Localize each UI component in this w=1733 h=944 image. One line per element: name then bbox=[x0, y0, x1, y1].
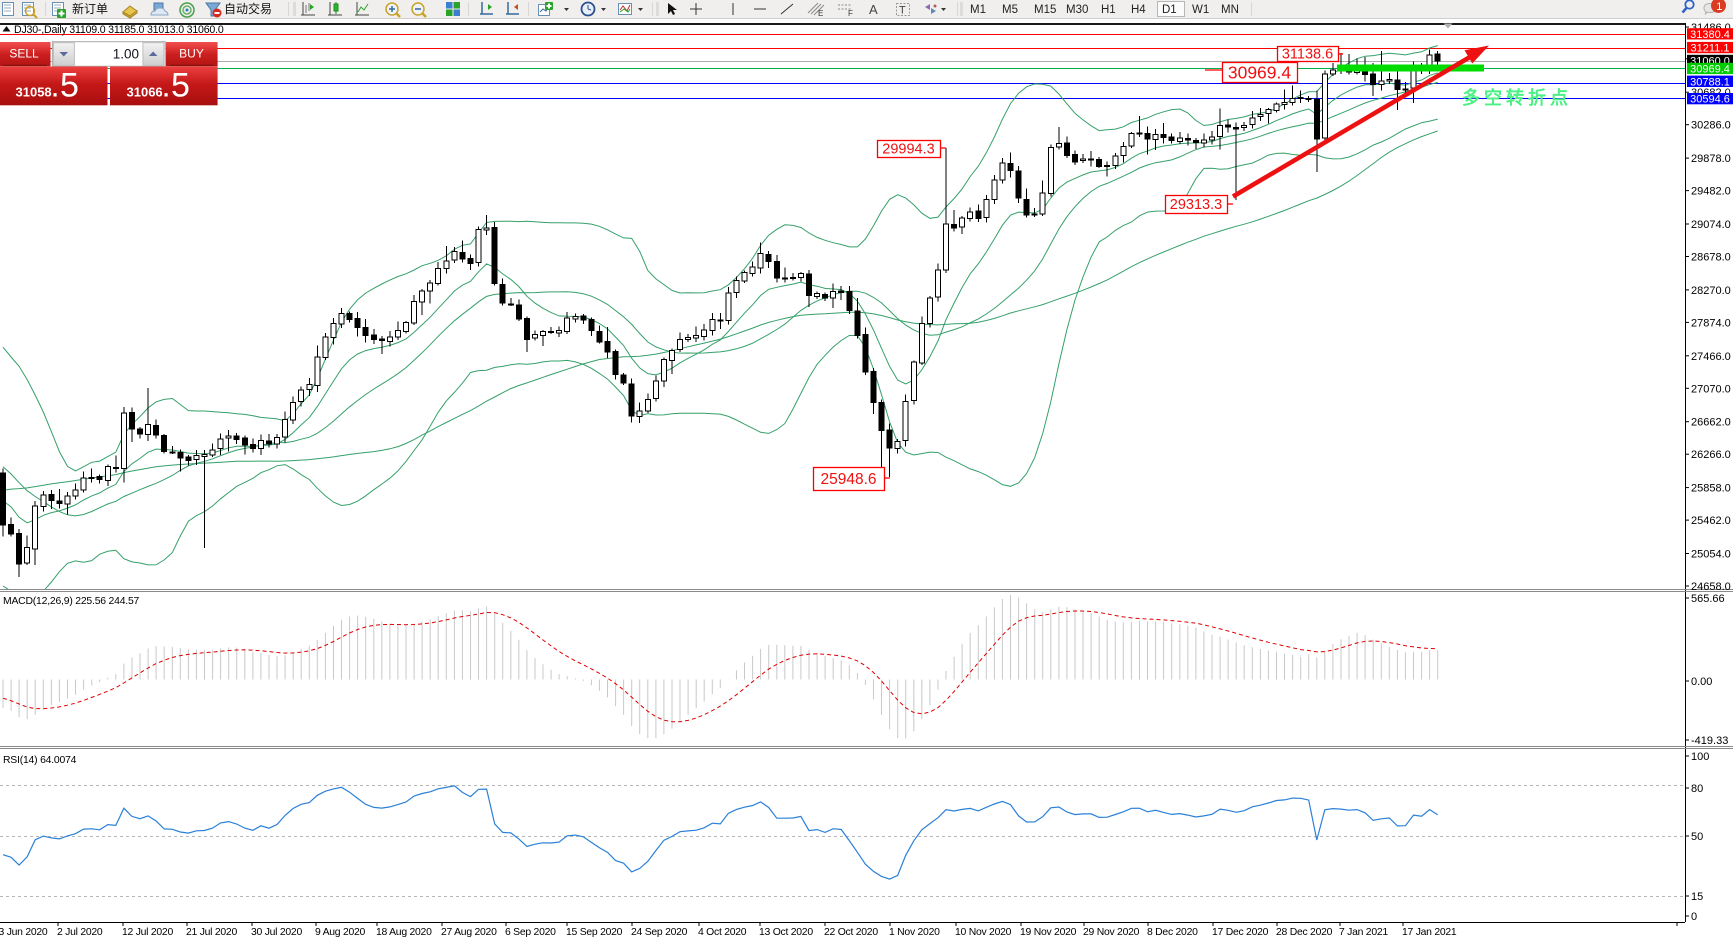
svg-text:23 Jun 2020: 23 Jun 2020 bbox=[0, 927, 48, 938]
svg-text:15: 15 bbox=[1691, 891, 1703, 903]
svg-text:25462.0: 25462.0 bbox=[1691, 515, 1731, 527]
svg-text:F: F bbox=[848, 9, 853, 18]
svg-text:29994.3: 29994.3 bbox=[882, 142, 934, 158]
svg-text:M30: M30 bbox=[1066, 4, 1088, 16]
svg-text:30286.0: 30286.0 bbox=[1691, 120, 1731, 132]
svg-text:.: . bbox=[52, 77, 58, 102]
svg-text:29313.3: 29313.3 bbox=[1170, 197, 1222, 213]
svg-text:24658.0: 24658.0 bbox=[1691, 581, 1731, 593]
svg-text:W1: W1 bbox=[1192, 4, 1209, 16]
svg-text:M15: M15 bbox=[1034, 4, 1056, 16]
svg-text:31058: 31058 bbox=[16, 85, 52, 100]
svg-text:27070.0: 27070.0 bbox=[1691, 383, 1731, 395]
svg-text:0: 0 bbox=[1691, 911, 1697, 923]
svg-text:6 Sep 2020: 6 Sep 2020 bbox=[505, 927, 556, 938]
svg-text:17 Dec 2020: 17 Dec 2020 bbox=[1212, 927, 1269, 938]
svg-text:30969.4: 30969.4 bbox=[1690, 63, 1730, 75]
svg-text:29482.0: 29482.0 bbox=[1691, 186, 1731, 198]
svg-text:27 Aug 2020: 27 Aug 2020 bbox=[441, 927, 497, 938]
svg-text:0.00: 0.00 bbox=[1691, 676, 1712, 688]
svg-text:2 Jul 2020: 2 Jul 2020 bbox=[57, 927, 103, 938]
svg-text:31380.4: 31380.4 bbox=[1690, 29, 1730, 41]
svg-text:5: 5 bbox=[60, 67, 79, 105]
svg-text:28 Dec 2020: 28 Dec 2020 bbox=[1276, 927, 1333, 938]
svg-text:30969.4: 30969.4 bbox=[1228, 62, 1292, 82]
svg-text:SELL: SELL bbox=[9, 47, 39, 61]
svg-text:9 Aug 2020: 9 Aug 2020 bbox=[315, 927, 366, 938]
svg-text:BUY: BUY bbox=[179, 47, 204, 61]
svg-text:25948.6: 25948.6 bbox=[820, 471, 876, 488]
svg-text:29 Nov 2020: 29 Nov 2020 bbox=[1083, 927, 1140, 938]
svg-text:4 Oct 2020: 4 Oct 2020 bbox=[698, 927, 747, 938]
svg-text:28270.0: 28270.0 bbox=[1691, 285, 1731, 297]
svg-text:1.00: 1.00 bbox=[113, 47, 139, 62]
svg-text:26266.0: 26266.0 bbox=[1691, 449, 1731, 461]
svg-text:新订单: 新订单 bbox=[72, 1, 108, 16]
svg-text:DJ30-,Daily 31109.0 31185.0 3: DJ30-,Daily 31109.0 31185.0 31013.0 3106… bbox=[14, 24, 224, 36]
svg-text:8 Dec 2020: 8 Dec 2020 bbox=[1147, 927, 1198, 938]
svg-text:RSI(14) 64.0074: RSI(14) 64.0074 bbox=[3, 755, 77, 766]
svg-text:29074.0: 29074.0 bbox=[1691, 219, 1731, 231]
svg-text:26662.0: 26662.0 bbox=[1691, 417, 1731, 429]
svg-text:28678.0: 28678.0 bbox=[1691, 252, 1731, 264]
svg-text:M1: M1 bbox=[970, 4, 986, 16]
svg-text:22 Oct 2020: 22 Oct 2020 bbox=[824, 927, 878, 938]
svg-text:31138.6: 31138.6 bbox=[1282, 47, 1333, 63]
svg-text:30594.6: 30594.6 bbox=[1690, 94, 1730, 106]
svg-text:10 Nov 2020: 10 Nov 2020 bbox=[955, 927, 1012, 938]
svg-text:.: . bbox=[163, 77, 169, 102]
svg-text:31211.1: 31211.1 bbox=[1691, 43, 1730, 55]
svg-text:17 Jan 2021: 17 Jan 2021 bbox=[1402, 927, 1457, 938]
svg-text:D1: D1 bbox=[1162, 4, 1177, 16]
svg-text:A: A bbox=[869, 2, 878, 17]
svg-text:50: 50 bbox=[1691, 831, 1703, 843]
svg-text:100: 100 bbox=[1691, 751, 1709, 763]
svg-text:27874.0: 27874.0 bbox=[1691, 317, 1731, 329]
svg-text:E: E bbox=[818, 9, 823, 18]
svg-text:M5: M5 bbox=[1002, 4, 1018, 16]
svg-text:自动交易: 自动交易 bbox=[224, 1, 272, 16]
svg-text:565.66: 565.66 bbox=[1691, 593, 1725, 605]
svg-text:13 Oct 2020: 13 Oct 2020 bbox=[759, 927, 813, 938]
svg-text:30788.1: 30788.1 bbox=[1690, 76, 1730, 88]
svg-text:MACD(12,26,9) 225.56 244.57: MACD(12,26,9) 225.56 244.57 bbox=[3, 596, 140, 607]
svg-text:18 Aug 2020: 18 Aug 2020 bbox=[376, 927, 432, 938]
svg-text:25858.0: 25858.0 bbox=[1691, 483, 1731, 495]
svg-text:21 Jul 2020: 21 Jul 2020 bbox=[186, 927, 237, 938]
svg-text:7 Jan 2021: 7 Jan 2021 bbox=[1339, 927, 1388, 938]
svg-text:27466.0: 27466.0 bbox=[1691, 351, 1731, 363]
svg-text:H1: H1 bbox=[1101, 4, 1116, 16]
svg-text:H4: H4 bbox=[1131, 4, 1146, 16]
svg-text:31066: 31066 bbox=[127, 85, 163, 100]
svg-text:15 Sep 2020: 15 Sep 2020 bbox=[566, 927, 623, 938]
svg-text:80: 80 bbox=[1691, 783, 1703, 795]
svg-text:1 Nov 2020: 1 Nov 2020 bbox=[889, 927, 940, 938]
svg-text:24 Sep 2020: 24 Sep 2020 bbox=[631, 927, 688, 938]
svg-text:-419.33: -419.33 bbox=[1691, 735, 1728, 747]
svg-text:MN: MN bbox=[1221, 4, 1239, 16]
svg-text:29878.0: 29878.0 bbox=[1691, 153, 1731, 165]
svg-text:多空转折点: 多空转折点 bbox=[1462, 87, 1572, 108]
svg-text:30 Jul 2020: 30 Jul 2020 bbox=[251, 927, 302, 938]
svg-text:25054.0: 25054.0 bbox=[1691, 549, 1731, 561]
svg-text:19 Nov 2020: 19 Nov 2020 bbox=[1020, 927, 1077, 938]
svg-text:12 Jul 2020: 12 Jul 2020 bbox=[122, 927, 173, 938]
svg-text:1: 1 bbox=[1716, 1, 1722, 13]
svg-text:5: 5 bbox=[171, 67, 190, 105]
svg-text:T: T bbox=[899, 5, 906, 17]
